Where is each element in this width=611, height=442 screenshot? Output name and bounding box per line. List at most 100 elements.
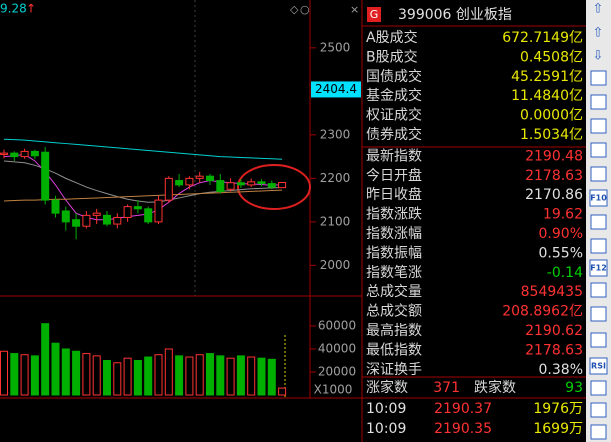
toolbar-button[interactable] [590,166,607,182]
volume-bar [41,323,50,396]
toolbar-button[interactable] [589,189,608,207]
toolbar-label[interactable]: RSI [591,362,606,371]
row-label: 深证换手 [366,361,422,378]
y-tick-label: 2300 [320,127,351,141]
candle-body [175,180,184,186]
scroll-up[interactable]: ⇧ [593,26,604,41]
row-label: 最低指数 [366,342,422,358]
y-tick-label: 40000 [318,341,356,355]
row-label: A股成交 [366,29,418,46]
volume-bar [185,356,194,396]
scroll-down[interactable]: ⇩ [593,49,604,64]
row-value: 0.90% [539,226,583,242]
candle-body [92,212,101,216]
scroll-up[interactable]: ⇧ [593,2,604,17]
tick-time: 10:09 [366,421,406,437]
toolbar-button[interactable] [589,259,608,277]
candle-body [236,182,245,186]
row-label: 债券成交 [366,126,422,143]
candle-body [226,182,235,190]
row-value: 8549435 [521,284,583,300]
candle-body [185,177,194,186]
candle-body [10,152,19,158]
toolbar-label[interactable]: F12 [590,264,607,273]
volume-bar [226,357,235,396]
icon-circle[interactable]: ○ [300,3,310,16]
row-value: 0.38% [539,362,583,378]
row-label: 国债成交 [366,68,422,85]
toolbar-button[interactable] [590,306,607,322]
volume-bar [123,357,132,396]
row-label: 总成交额 [366,303,422,320]
tick-volume: 1699万 [533,421,583,437]
candle-body [51,199,60,214]
toolbar-button[interactable] [590,142,607,158]
volume-bar [144,356,153,396]
row-value: 1.5034亿 [520,127,583,143]
advance-value: 371 [433,380,460,396]
row-label: 基金成交 [366,87,422,104]
row-value: 672.7149亿 [502,30,583,46]
row-value: 2190.62 [525,323,583,339]
volume-bar [92,355,101,396]
volume-bar [206,353,214,396]
toolbar-button[interactable] [589,357,608,375]
icon-diamond[interactable]: ◇ [290,3,299,16]
decline-value: 93 [565,380,583,396]
volume-bar [267,358,276,396]
advance-label: 涨家数 [366,379,408,396]
y-tick-label: 2100 [320,214,351,228]
volume-bar [113,362,122,396]
row-value: 2170.86 [525,187,583,203]
toolbar-button[interactable] [590,424,607,440]
tick-price: 2190.35 [434,421,492,437]
toolbar-button[interactable] [590,118,607,134]
moving-average [3,189,283,202]
row-label: 昨日收盘 [366,186,422,203]
volume-bar [82,353,91,396]
cursor-box [311,81,361,98]
y-tick-label: 2500 [320,40,351,54]
row-value: 45.2591亿 [511,69,583,85]
row-value: 11.4840亿 [511,88,583,104]
row-label: 权证成交 [366,107,422,124]
candle-body [41,151,50,201]
row-value: -0.14 [547,265,583,281]
candle-body [278,182,287,189]
row-value: 19.62 [543,207,583,223]
volume-bar [154,354,163,396]
code-tag: G [370,8,379,21]
candle-body [164,177,173,201]
toolbar-button[interactable] [590,282,607,298]
top-label: 9.28 [0,2,27,16]
volume-bar [20,354,29,396]
y-tick-label: 20000 [318,364,356,378]
toolbar-button[interactable] [590,238,607,254]
candle-body [123,206,132,219]
moving-average [3,160,283,203]
volume-bar [236,355,245,396]
toolbar-button[interactable] [590,214,607,230]
tick-price: 2190.37 [434,401,492,417]
toolbar-button[interactable] [590,380,607,396]
row-label: 指数涨幅 [366,226,422,242]
candle-body [257,181,266,185]
icon-close[interactable]: × [350,3,359,16]
toolbar-button[interactable] [590,94,607,110]
toolbar-button[interactable] [590,70,607,86]
quote-title: 399006 创业板指 [398,7,512,23]
toolbar-button[interactable] [590,402,607,418]
row-label: B股成交 [366,48,418,65]
toolbar-button[interactable] [590,332,607,348]
unit-label: X1000 [314,383,353,397]
volume-bar [0,350,8,396]
toolbar-icons: ⇧ ⇧ ⇩ [593,2,604,64]
candle-body [103,214,111,225]
row-value: 0.0000亿 [520,108,583,124]
tick-time: 10:09 [366,401,406,417]
candle-body [216,180,225,192]
volume-bar [195,354,204,396]
toolbar-label[interactable]: F10 [590,194,607,203]
volume-bar [61,348,70,396]
volume-bar [133,359,142,396]
